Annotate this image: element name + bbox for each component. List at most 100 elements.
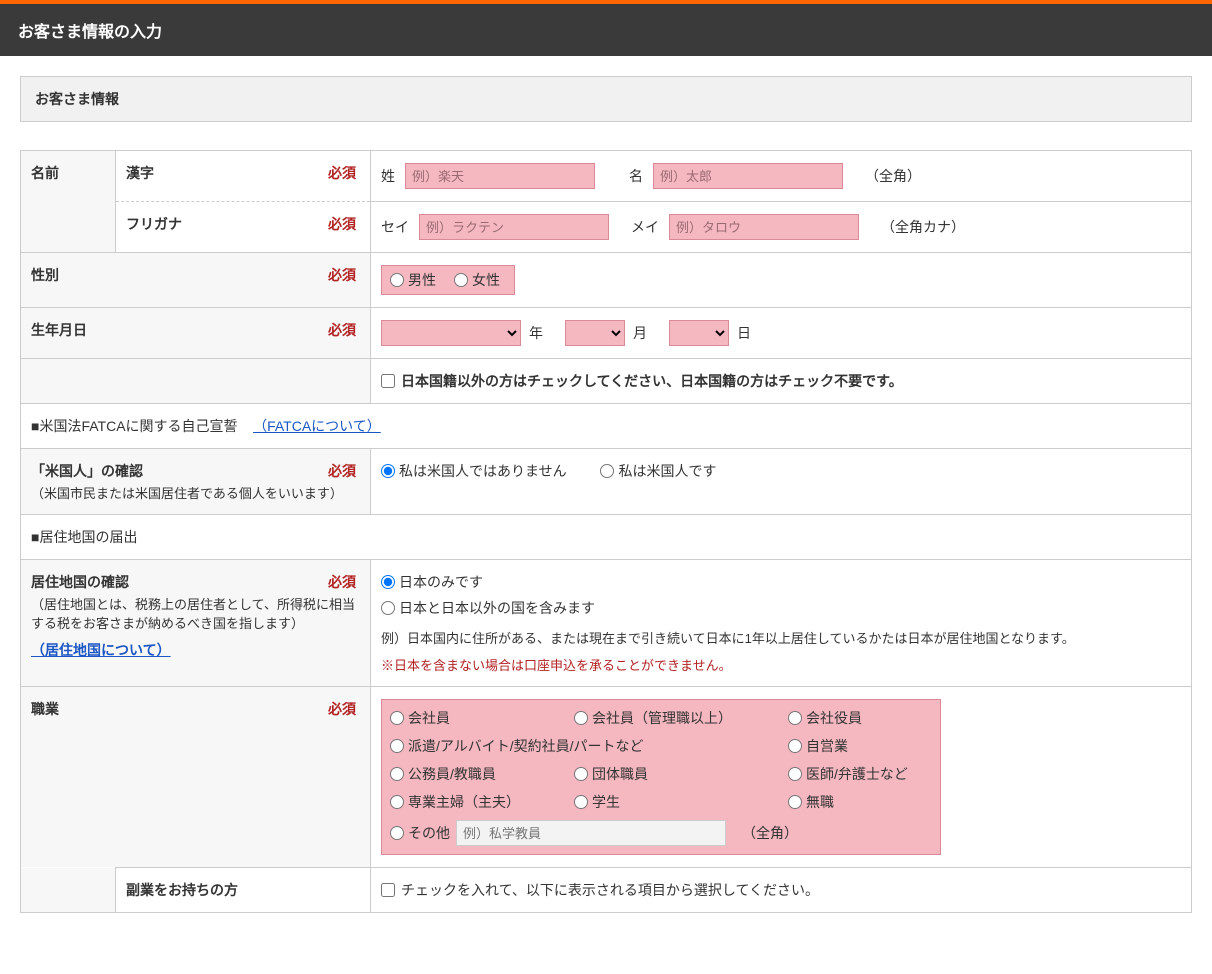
gender-box: 男性 女性 xyxy=(381,265,515,295)
radio-occ-k-input[interactable] xyxy=(788,795,802,809)
radio-female-input[interactable] xyxy=(454,273,468,287)
label-mei: 名 xyxy=(629,166,643,186)
suffix-month: 月 xyxy=(633,323,647,343)
field-occupation: 会社員 会社員（管理職以上） 会社役員 派遣/アルバイト/契約社員/パートなど … xyxy=(371,687,1192,868)
input-sei-kanji[interactable] xyxy=(405,163,595,189)
required-badge: 必須 xyxy=(328,461,356,481)
input-mei-kana[interactable] xyxy=(669,214,859,240)
field-sidejob: チェックを入れて、以下に表示される項目から選択してください。 xyxy=(371,868,1192,913)
label-sei: 姓 xyxy=(381,166,395,186)
radio-occ-d-label: 派遣/アルバイト/契約社員/パートなど xyxy=(408,736,644,756)
radio-occ-i-input[interactable] xyxy=(390,795,404,809)
radio-us-yes[interactable]: 私は米国人です xyxy=(600,461,716,481)
radio-occ-h[interactable]: 医師/弁護士など xyxy=(788,764,948,784)
input-mei-kanji[interactable] xyxy=(653,163,843,189)
sublabel-kanji: 漢字 必須 xyxy=(116,151,371,202)
sublabel-furigana-text: フリガナ xyxy=(126,216,182,232)
checkbox-sidejob[interactable]: チェックを入れて、以下に表示される項目から選択してください。 xyxy=(381,880,1181,900)
content-area: お客さま情報 名前 漢字 必須 姓 名 xyxy=(0,56,1212,933)
radio-occ-f-input[interactable] xyxy=(390,767,404,781)
fatca-link[interactable]: （FATCAについて） xyxy=(253,418,381,434)
radio-us-not-label: 私は米国人ではありません xyxy=(399,461,567,481)
suffix-day: 日 xyxy=(737,323,751,343)
radio-us-not[interactable]: 私は米国人ではありません xyxy=(381,461,567,481)
checkbox-sidejob-input[interactable] xyxy=(381,883,395,897)
radio-us-yes-input[interactable] xyxy=(600,464,614,478)
label-sei-kana: セイ xyxy=(381,217,409,237)
select-year[interactable] xyxy=(381,320,521,346)
field-nationality: 日本国籍以外の方はチェックしてください、日本国籍の方はチェック不要です。 xyxy=(371,359,1192,404)
label-dob-text: 生年月日 xyxy=(31,322,87,338)
radio-occ-a-label: 会社員 xyxy=(408,708,450,728)
radio-residence-japan-only[interactable]: 日本のみです xyxy=(381,572,483,592)
sublabel-sidejob-text: 副業をお持ちの方 xyxy=(126,882,238,898)
required-badge: 必須 xyxy=(328,699,356,719)
radio-male[interactable]: 男性 xyxy=(390,270,436,290)
checkbox-nationality-label: 日本国籍以外の方はチェックしてください、日本国籍の方はチェック不要です。 xyxy=(401,371,903,391)
label-residence-text: 居住地国の確認 xyxy=(31,574,129,590)
label-occupation-text: 職業 xyxy=(31,701,59,717)
section-title: お客さま情報 xyxy=(20,76,1192,122)
label-name: 名前 xyxy=(21,151,116,253)
radio-occ-a[interactable]: 会社員 xyxy=(390,708,570,728)
radio-occ-b[interactable]: 会社員（管理職以上） xyxy=(574,708,784,728)
radio-residence2-input[interactable] xyxy=(381,601,395,615)
radio-occ-e-input[interactable] xyxy=(788,739,802,753)
sublabel-furigana: フリガナ 必須 xyxy=(116,202,371,253)
radio-occ-e[interactable]: 自営業 xyxy=(788,736,948,756)
radio-male-input[interactable] xyxy=(390,273,404,287)
sublabel-sidejob: 副業をお持ちの方 xyxy=(116,868,371,913)
section-title-text: お客さま情報 xyxy=(35,91,119,107)
radio-occ-j-input[interactable] xyxy=(574,795,588,809)
radio-occ-f[interactable]: 公務員/教職員 xyxy=(390,764,570,784)
radio-occ-g-input[interactable] xyxy=(574,767,588,781)
select-day[interactable] xyxy=(669,320,729,346)
radio-occ-other-input[interactable] xyxy=(390,826,404,840)
radio-residence1-input[interactable] xyxy=(381,575,395,589)
radio-occ-a-input[interactable] xyxy=(390,711,404,725)
field-usperson: 私は米国人ではありません 私は米国人です xyxy=(371,449,1192,515)
radio-occ-i-label: 専業主婦（主夫） xyxy=(408,792,520,812)
checkbox-nationality[interactable]: 日本国籍以外の方はチェックしてください、日本国籍の方はチェック不要です。 xyxy=(381,371,1181,391)
field-name-kanji: 姓 名 （全角） xyxy=(371,151,1192,202)
label-usperson-sub: （米国市民または米国居住者である個人をいいます） xyxy=(31,483,360,502)
radio-occ-h-input[interactable] xyxy=(788,767,802,781)
label-dob: 生年月日 必須 xyxy=(21,308,371,359)
radio-occ-i[interactable]: 専業主婦（主夫） xyxy=(390,792,570,812)
checkbox-sidejob-label: チェックを入れて、以下に表示される項目から選択してください。 xyxy=(401,880,819,900)
input-occ-other[interactable] xyxy=(456,820,726,846)
radio-occ-other[interactable]: その他 xyxy=(390,823,450,843)
residence-link[interactable]: （居住地国について） xyxy=(31,642,171,658)
radio-occ-c-label: 会社役員 xyxy=(806,708,862,728)
radio-occ-other-label: その他 xyxy=(408,823,450,843)
label-occupation: 職業 必須 xyxy=(21,687,371,868)
radio-occ-j[interactable]: 学生 xyxy=(574,792,784,812)
radio-occ-g[interactable]: 団体職員 xyxy=(574,764,784,784)
input-sei-kana[interactable] xyxy=(419,214,609,240)
radio-occ-k[interactable]: 無職 xyxy=(788,792,948,812)
fatca-heading-text: ■米国法FATCAに関する自己宣誓 xyxy=(31,418,238,434)
suffix-year: 年 xyxy=(529,323,543,343)
radio-residence-other[interactable]: 日本と日本以外の国を含みます xyxy=(381,598,595,618)
radio-us-not-input[interactable] xyxy=(381,464,395,478)
radio-occ-h-label: 医師/弁護士など xyxy=(806,764,908,784)
radio-occ-b-label: 会社員（管理職以上） xyxy=(592,708,732,728)
required-badge: 必須 xyxy=(328,265,356,285)
radio-occ-c[interactable]: 会社役員 xyxy=(788,708,948,728)
label-gender: 性別 必須 xyxy=(21,253,371,308)
radio-occ-d[interactable]: 派遣/アルバイト/契約社員/パートなど xyxy=(390,736,784,756)
required-badge: 必須 xyxy=(328,214,356,234)
occupation-box: 会社員 会社員（管理職以上） 会社役員 派遣/アルバイト/契約社員/パートなど … xyxy=(381,699,941,855)
radio-occ-c-input[interactable] xyxy=(788,711,802,725)
checkbox-nationality-input[interactable] xyxy=(381,374,395,388)
radio-occ-d-input[interactable] xyxy=(390,739,404,753)
row-residence-heading: ■居住地国の届出 xyxy=(21,515,1192,560)
radio-occ-b-input[interactable] xyxy=(574,711,588,725)
required-badge: 必須 xyxy=(328,320,356,340)
radio-occ-j-label: 学生 xyxy=(592,792,620,812)
select-month[interactable] xyxy=(565,320,625,346)
label-sidejob-left xyxy=(21,868,116,913)
row-fatca-heading: ■米国法FATCAに関する自己宣誓 （FATCAについて） xyxy=(21,404,1192,449)
radio-female[interactable]: 女性 xyxy=(454,270,500,290)
radio-occ-e-label: 自営業 xyxy=(806,736,848,756)
